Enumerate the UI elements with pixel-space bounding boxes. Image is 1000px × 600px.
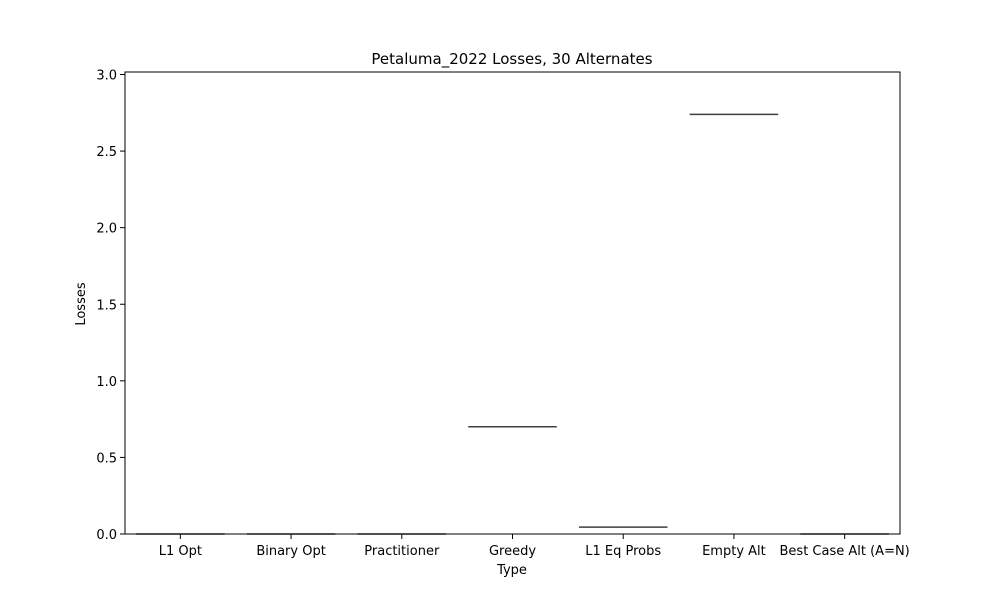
y-tick-label: 0.0 bbox=[96, 528, 117, 543]
x-tick-label: Empty Alt bbox=[702, 544, 766, 559]
x-axis: L1 Opt Binary Opt Practitioner Greedy L1 Eq … bbox=[159, 534, 910, 559]
y-tick-label: 3.0 bbox=[96, 69, 117, 84]
x-axis-label: Type bbox=[496, 563, 527, 578]
x-tick-label: L1 Opt bbox=[159, 544, 202, 559]
plot-area-frame bbox=[124, 71, 901, 535]
x-tick-label: Greedy bbox=[489, 544, 536, 559]
y-tick-label: 0.5 bbox=[96, 451, 117, 466]
x-tick-label: Binary Opt bbox=[256, 544, 326, 559]
y-tick-label: 1.0 bbox=[96, 375, 117, 390]
y-tick-label: 2.5 bbox=[96, 145, 117, 160]
y-tick-label: 1.5 bbox=[96, 298, 117, 313]
x-tick-label: Best Case Alt (A=N) bbox=[780, 544, 910, 559]
x-tick-label: Practitioner bbox=[364, 544, 440, 559]
chart-title: Petaluma_2022 Losses, 30 Alternates bbox=[371, 50, 652, 69]
y-axis-label: Losses bbox=[74, 282, 89, 326]
plot-marks bbox=[136, 113, 889, 535]
y-axis: 0.0 0.5 1.0 1.5 2.0 2.5 3.0 bbox=[96, 69, 125, 543]
x-tick-label: L1 Eq Probs bbox=[585, 544, 661, 559]
y-tick-label: 2.0 bbox=[96, 222, 117, 237]
